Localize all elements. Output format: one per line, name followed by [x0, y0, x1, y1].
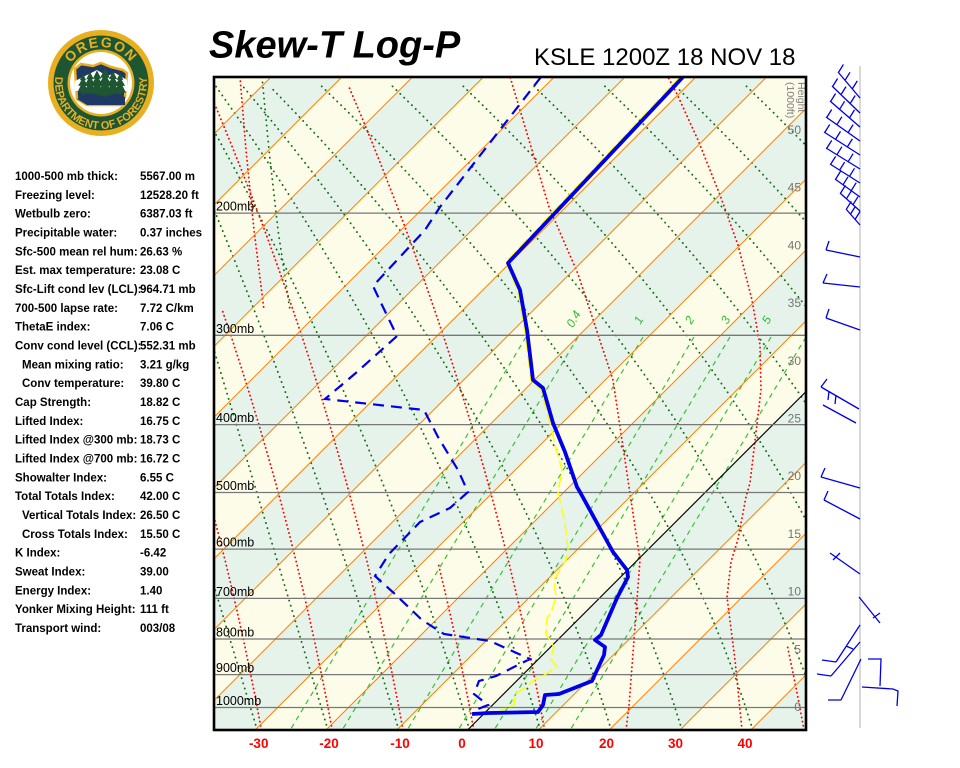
svg-text:Energy Index:: Energy Index: [15, 585, 91, 597]
svg-text:Freezing level:: Freezing level: [15, 190, 95, 202]
svg-text:16.75 C: 16.75 C [140, 416, 180, 428]
svg-text:Lifted Index:: Lifted Index: [15, 416, 83, 428]
svg-text:16.72 C: 16.72 C [140, 453, 180, 465]
svg-text:800mb: 800mb [216, 626, 254, 640]
svg-text:Est. max temperature:: Est. max temperature: [15, 265, 136, 277]
svg-text:Total Totals Index:: Total Totals Index: [15, 491, 115, 503]
svg-text:35: 35 [788, 296, 802, 310]
svg-text:K Index:: K Index: [15, 548, 60, 560]
svg-text:300mb: 300mb [216, 322, 254, 336]
svg-text:0.37 inches: 0.37 inches [140, 228, 202, 240]
svg-text:Skew-T Log-P: Skew-T Log-P [209, 25, 461, 67]
svg-text:39.00: 39.00 [140, 566, 169, 578]
svg-text:45: 45 [788, 181, 802, 195]
svg-text:20: 20 [788, 469, 802, 483]
svg-text:40: 40 [737, 736, 752, 751]
svg-text:10: 10 [788, 585, 802, 599]
svg-text:Cross Totals Index:: Cross Totals Index: [22, 529, 128, 541]
svg-text:-20: -20 [319, 736, 339, 751]
svg-text:ThetaE index:: ThetaE index: [15, 322, 90, 334]
svg-text:600mb: 600mb [216, 536, 254, 550]
svg-text:1000-500 mb thick:: 1000-500 mb thick: [15, 171, 118, 183]
svg-text:(1000ft): (1000ft) [784, 82, 796, 118]
svg-text:Lifted Index @300 mb:: Lifted Index @300 mb: [15, 435, 137, 447]
svg-text:40: 40 [788, 238, 802, 252]
svg-text:15: 15 [788, 527, 802, 541]
svg-text:200mb: 200mb [216, 200, 254, 214]
svg-text:Height: Height [795, 82, 807, 112]
svg-text:-6.42: -6.42 [140, 548, 166, 560]
svg-text:-30: -30 [249, 736, 269, 751]
svg-text:5567.00 m: 5567.00 m [140, 171, 195, 183]
svg-text:7.06 C: 7.06 C [140, 322, 174, 334]
svg-text:6.55 C: 6.55 C [140, 472, 174, 484]
svg-text:26.50 C: 26.50 C [140, 510, 180, 522]
svg-text:964.71 mb: 964.71 mb [140, 284, 196, 296]
svg-text:Conv cond level (CCL):: Conv cond level (CCL): [15, 341, 142, 353]
svg-text:700-500 lapse rate:: 700-500 lapse rate: [15, 303, 118, 315]
svg-text:552.31 mb: 552.31 mb [140, 341, 196, 353]
svg-text:5: 5 [794, 642, 801, 656]
svg-text:Yonker Mixing Height:: Yonker Mixing Height: [15, 604, 136, 616]
svg-text:Wetbulb zero:: Wetbulb zero: [15, 209, 91, 221]
svg-text:Cap Strength:: Cap Strength: [15, 397, 91, 409]
svg-text:50: 50 [788, 123, 802, 137]
svg-text:003/08: 003/08 [140, 623, 176, 635]
svg-text:23.08 C: 23.08 C [140, 265, 180, 277]
svg-text:111 ft: 111 ft [140, 604, 169, 616]
svg-text:Sfc-Lift cond lev (LCL):: Sfc-Lift cond lev (LCL): [15, 284, 142, 296]
svg-text:Vertical Totals Index:: Vertical Totals Index: [22, 510, 136, 522]
svg-text:3.21 g/kg: 3.21 g/kg [140, 359, 189, 371]
svg-text:Sfc-500 mean rel hum:: Sfc-500 mean rel hum: [15, 246, 138, 258]
svg-text:39.80 C: 39.80 C [140, 378, 180, 390]
svg-text:30: 30 [668, 736, 683, 751]
svg-text:1000mb: 1000mb [216, 694, 261, 708]
svg-text:700mb: 700mb [216, 585, 254, 599]
svg-text:18.82 C: 18.82 C [140, 397, 180, 409]
svg-text:30: 30 [788, 354, 802, 368]
svg-text:0: 0 [794, 700, 801, 714]
svg-text:1.40: 1.40 [140, 585, 162, 597]
svg-text:18.73 C: 18.73 C [140, 435, 180, 447]
svg-text:Precipitable water:: Precipitable water: [15, 228, 117, 240]
svg-text:Transport wind:: Transport wind: [15, 623, 101, 635]
svg-text:Sweat Index:: Sweat Index: [15, 566, 85, 578]
svg-text:6387.03 ft: 6387.03 ft [140, 209, 193, 221]
svg-text:15.50 C: 15.50 C [140, 529, 180, 541]
svg-text:900mb: 900mb [216, 661, 254, 675]
svg-text:-10: -10 [390, 736, 410, 751]
svg-text:Conv temperature:: Conv temperature: [22, 378, 124, 390]
svg-text:20: 20 [599, 736, 614, 751]
svg-text:0: 0 [458, 736, 466, 751]
svg-text:400mb: 400mb [216, 411, 254, 425]
svg-text:26.63 %: 26.63 % [140, 246, 182, 258]
svg-text:KSLE 1200Z 18 NOV 18: KSLE 1200Z 18 NOV 18 [534, 44, 796, 71]
svg-text:7.72 C/km: 7.72 C/km [140, 303, 194, 315]
svg-text:10: 10 [528, 736, 543, 751]
svg-text:500mb: 500mb [216, 479, 254, 493]
svg-text:Showalter Index:: Showalter Index: [15, 472, 107, 484]
svg-text:42.00 C: 42.00 C [140, 491, 180, 503]
svg-text:25: 25 [788, 412, 802, 426]
svg-text:Mean mixing ratio:: Mean mixing ratio: [22, 359, 124, 371]
svg-text:12528.20 ft: 12528.20 ft [140, 190, 199, 202]
svg-text:Lifted Index @700 mb:: Lifted Index @700 mb: [15, 453, 137, 465]
